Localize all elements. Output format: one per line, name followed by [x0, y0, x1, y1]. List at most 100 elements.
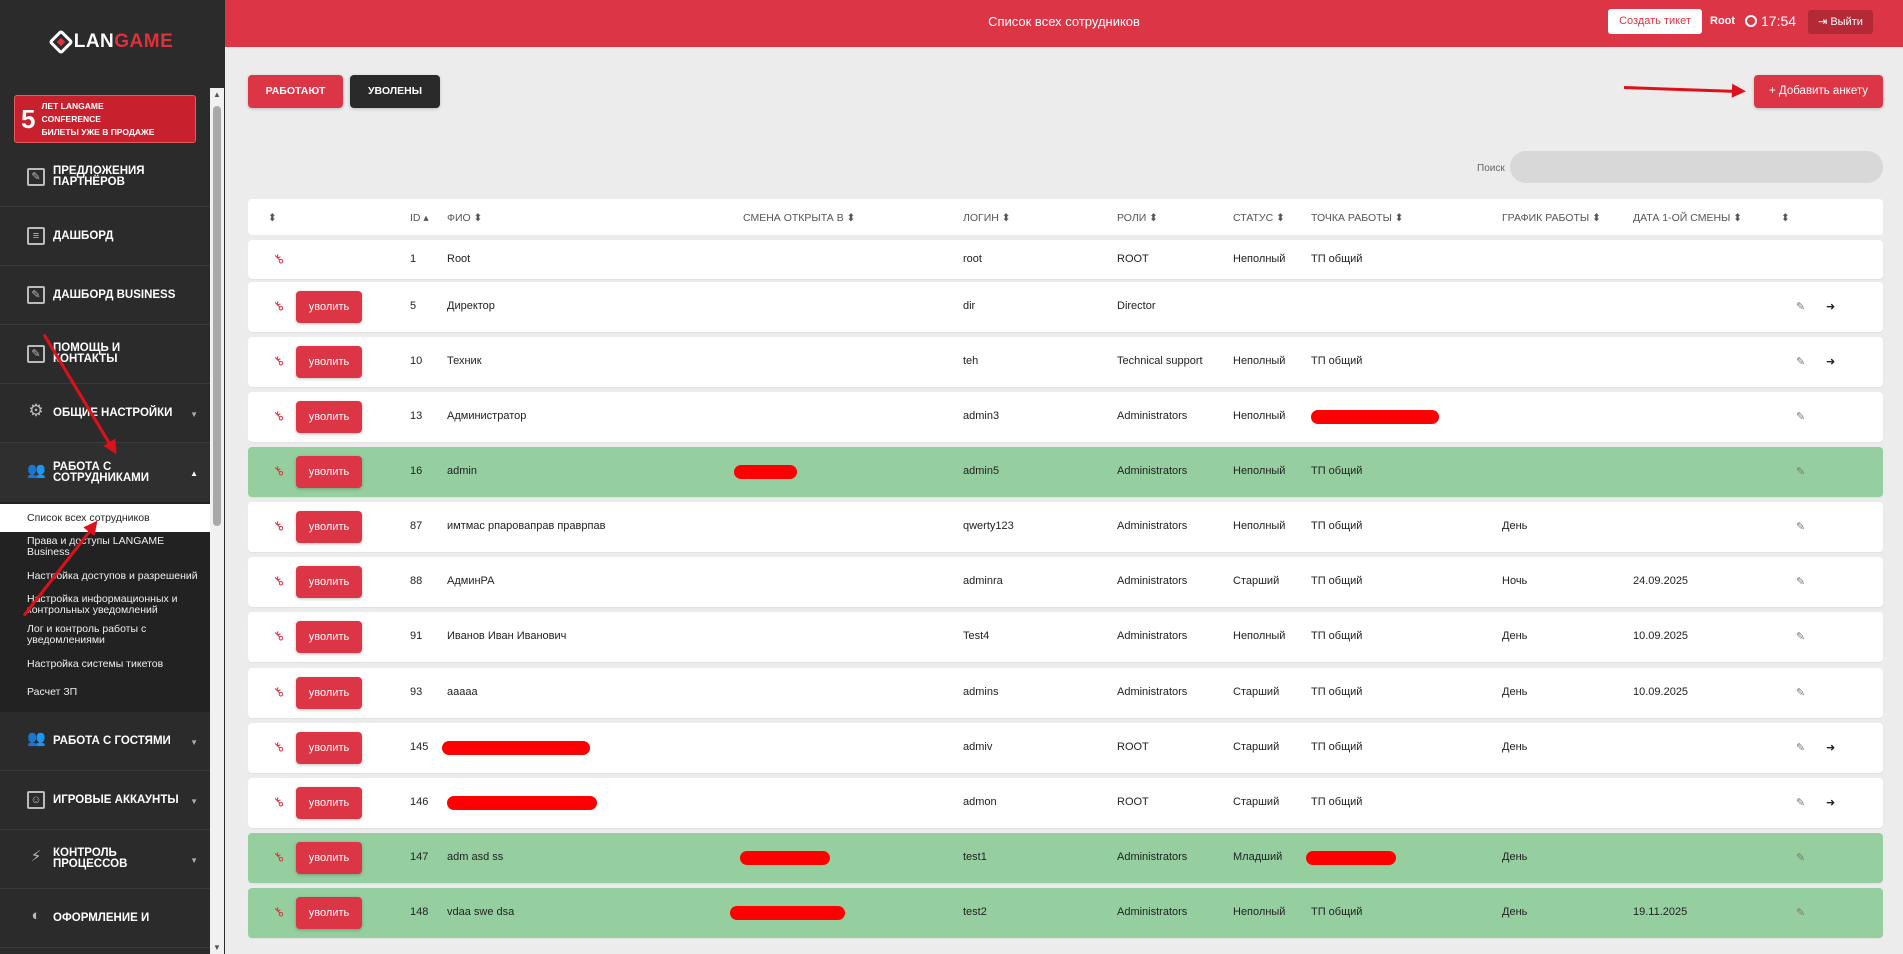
edit-icon[interactable]: ✎	[1796, 907, 1806, 919]
column-id[interactable]: ID ▴	[410, 212, 429, 224]
fire-button[interactable]: уволить	[296, 346, 362, 378]
sidebar-item-dashboard-business[interactable]: ✎ Дашборд BUSINESS	[0, 266, 210, 325]
key-icon[interactable]: ⚷	[269, 847, 288, 866]
table-row[interactable]: ⚷ уволить 148 vdaa swe dsa test2 Administrato…	[248, 888, 1883, 938]
column-first-shift[interactable]: Дата 1-ой смены ⬍	[1633, 212, 1743, 224]
login-as-icon[interactable]: ➜	[1826, 742, 1836, 754]
table-row[interactable]: ⚷ уволить 10 Техник teh Technical support Непо…	[248, 337, 1883, 387]
cell-id: 93	[410, 686, 423, 698]
submenu-item-access[interactable]: Настройка доступов и разрешений	[27, 569, 198, 582]
login-as-icon[interactable]: ➜	[1826, 301, 1836, 313]
fire-button[interactable]: уволить	[296, 897, 362, 929]
cell-role: Administrators	[1117, 906, 1188, 918]
column-schedule[interactable]: График работы ⬍	[1502, 212, 1601, 224]
sidebar-item-game-accounts[interactable]: ☺ Игровые аккаунты ▼	[0, 771, 210, 830]
key-icon[interactable]: ⚷	[269, 902, 288, 921]
conference-banner[interactable]: 5 ЛЕТ LANGAME CONFERENCE БИЛЕТЫ УЖЕ В ПР…	[14, 95, 196, 143]
edit-icon[interactable]: ✎	[1796, 356, 1806, 368]
create-ticket-button[interactable]: Создать тикет	[1608, 9, 1702, 34]
submenu-item-salary[interactable]: Расчет ЗП	[27, 685, 78, 698]
key-icon[interactable]: ⚷	[269, 682, 288, 701]
login-as-icon[interactable]: ➜	[1826, 356, 1836, 368]
cell-fio: Root	[447, 252, 471, 265]
sidebar-item-dashboard[interactable]: ≡ Дашборд	[0, 207, 210, 266]
table-row[interactable]: ⚷ уволить 146 admon ROOT Старший ТП общий ✎ ➜	[248, 778, 1883, 828]
key-icon[interactable]: ⚷	[269, 516, 288, 535]
fire-button[interactable]: уволить	[296, 842, 362, 874]
edit-icon[interactable]: ✎	[1796, 466, 1806, 478]
add-profile-button[interactable]: + Добавить анкету	[1754, 75, 1883, 108]
table-row[interactable]: ⚷ уволить 91 Иванов Иван Иванович Test4 Admin…	[248, 612, 1883, 662]
submenu-item-notifications[interactable]: Настройка информационных и контрольных у…	[27, 593, 178, 616]
table-row[interactable]: ⚷ уволить 5 Директор dir Director ✎ ➜	[248, 282, 1883, 332]
table-row[interactable]: ⚷ уволить 147 adm asd ss test1 Administrators…	[248, 833, 1883, 883]
sidebar-item-design[interactable]: ◐ Оформление и	[0, 889, 210, 948]
key-icon[interactable]: ⚷	[269, 296, 288, 315]
logo[interactable]: LANGAME	[0, 0, 225, 84]
key-icon[interactable]: ⚷	[269, 249, 288, 267]
search-input[interactable]	[1510, 151, 1883, 183]
key-icon[interactable]: ⚷	[269, 737, 288, 756]
fire-button[interactable]: уволить	[296, 291, 362, 323]
sidebar-item-help[interactable]: ✎ Помощь и контакты	[0, 325, 210, 384]
users-icon: 👥	[27, 461, 46, 479]
edit-icon[interactable]: ✎	[1796, 742, 1806, 754]
submenu-item-all-staff[interactable]: Список всех сотрудников	[0, 504, 210, 532]
tab-working[interactable]: Работают	[248, 75, 343, 108]
key-icon[interactable]: ⚷	[269, 406, 288, 425]
fire-button[interactable]: уволить	[296, 677, 362, 709]
redaction-mark	[442, 741, 590, 755]
table-row[interactable]: ⚷ уволить 13 Администратор admin3 Administrat…	[248, 392, 1883, 442]
column-shift[interactable]: Смена открыта в ⬍	[743, 212, 856, 224]
edit-icon[interactable]: ✎	[1796, 631, 1806, 643]
scroll-down-icon[interactable]: ▼	[213, 943, 221, 952]
logout-button[interactable]: ⇥ Выйти	[1808, 10, 1873, 34]
sort-icon[interactable]: ⬍	[1781, 212, 1790, 224]
key-icon[interactable]: ⚷	[269, 626, 288, 645]
submenu-item-tickets[interactable]: Настройка системы тикетов	[27, 657, 164, 670]
sidebar-item-staff[interactable]: 👥 Работа с сотрудниками ▲	[0, 443, 210, 502]
table-row[interactable]: ⚷ уволить 93 ааааа admins Administrators Старш…	[248, 668, 1883, 718]
scroll-thumb[interactable]	[213, 106, 221, 526]
key-icon[interactable]: ⚷	[269, 571, 288, 590]
scroll-up-icon[interactable]: ▲	[213, 90, 221, 99]
column-fio[interactable]: ФИО ⬍	[447, 212, 483, 224]
edit-icon[interactable]: ✎	[1796, 521, 1806, 533]
login-as-icon[interactable]: ➜	[1826, 797, 1836, 809]
sidebar-scrollbar[interactable]: ▲ ▼	[210, 88, 224, 954]
edit-icon[interactable]: ✎	[1796, 301, 1806, 313]
edit-icon[interactable]: ✎	[1796, 687, 1806, 699]
fire-button[interactable]: уволить	[296, 511, 362, 543]
fire-button[interactable]: уволить	[296, 621, 362, 653]
fire-button[interactable]: уволить	[296, 566, 362, 598]
column-status[interactable]: Статус ⬍	[1233, 212, 1285, 224]
submenu-item-notification-log[interactable]: Лог и контроль работы с уведомлениями	[27, 623, 147, 646]
edit-icon[interactable]: ✎	[1796, 576, 1806, 588]
redaction-mark	[740, 851, 830, 865]
sidebar-item-settings[interactable]: ⚙ Общие настройки ▼	[0, 384, 210, 443]
key-icon[interactable]: ⚷	[269, 351, 288, 370]
submenu-item-rights[interactable]: Права и доступы LANGAME Business	[27, 535, 165, 558]
table-row[interactable]: ⚷ уволить 145 admiv ROOT Старший ТП общий День ✎…	[248, 723, 1883, 773]
sort-icon[interactable]: ⬍	[268, 212, 277, 224]
key-icon[interactable]: ⚷	[269, 461, 288, 480]
column-login[interactable]: Логин ⬍	[963, 212, 1011, 224]
table-row[interactable]: ⚷ 1 Root root ROOT Неполный ТП общий	[248, 240, 1883, 279]
edit-icon[interactable]: ✎	[1796, 852, 1806, 864]
fire-button[interactable]: уволить	[296, 401, 362, 433]
edit-icon[interactable]: ✎	[1796, 797, 1806, 809]
column-roles[interactable]: Роли ⬍	[1117, 212, 1158, 224]
sidebar-item-guests[interactable]: 👥 Работа с гостями ▼	[0, 712, 210, 771]
column-point[interactable]: Точка работы ⬍	[1311, 212, 1404, 224]
key-icon[interactable]: ⚷	[269, 792, 288, 811]
table-row[interactable]: ⚷ уволить 16 admin admin5 Administrators Непол…	[248, 447, 1883, 497]
table-row[interactable]: ⚷ уволить 88 АдминРА adminra Administrators Ст…	[248, 557, 1883, 607]
table-row[interactable]: ⚷ уволить 87 имтмас рпароваправ праврпав qwe…	[248, 502, 1883, 552]
edit-icon[interactable]: ✎	[1796, 411, 1806, 423]
fire-button[interactable]: уволить	[296, 456, 362, 488]
fire-button[interactable]: уволить	[296, 732, 362, 764]
sidebar-item-partners[interactable]: ✎ Предложения партнёров	[0, 148, 210, 207]
tab-fired[interactable]: Уволены	[350, 75, 440, 108]
fire-button[interactable]: уволить	[296, 787, 362, 819]
sidebar-item-processes[interactable]: ⚡ Контроль процессов ▼	[0, 830, 210, 889]
